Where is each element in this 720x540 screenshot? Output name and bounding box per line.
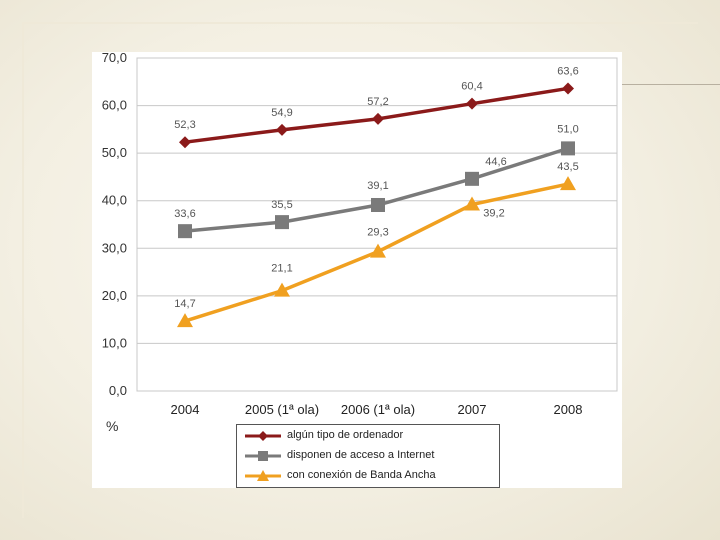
legend-label: algún tipo de ordenador: [287, 429, 404, 441]
y-tick-label: 0,0: [109, 383, 127, 398]
data-point: [370, 243, 386, 258]
legend-item-internet: disponen de acceso a Internet: [237, 446, 499, 466]
data-point: [179, 136, 191, 149]
data-label: 44,6: [485, 156, 506, 168]
data-point: [466, 97, 478, 110]
y-tick-label: 20,0: [102, 288, 127, 303]
data-point: [464, 196, 480, 211]
legend-label: con conexión de Banda Ancha: [287, 469, 436, 481]
data-label: 39,1: [367, 180, 388, 192]
y-tick-label: 50,0: [102, 145, 127, 160]
data-label: 39,2: [483, 208, 504, 220]
data-point: [371, 197, 385, 212]
x-tick-label: 2004: [171, 402, 200, 417]
data-label: 60,4: [461, 81, 482, 93]
x-tick-label: 2005 (1ª ola): [245, 402, 319, 417]
data-point: [372, 112, 384, 125]
data-point: [177, 313, 193, 328]
data-label: 54,9: [271, 107, 292, 119]
data-label: 21,1: [271, 263, 292, 275]
data-point: [562, 82, 574, 95]
decorative-line: [620, 84, 720, 85]
legend-item-ordenador: algún tipo de ordenador: [237, 426, 499, 446]
data-label: 29,3: [367, 227, 388, 239]
data-point: [561, 141, 575, 156]
data-point: [274, 282, 290, 297]
data-label: 57,2: [367, 96, 388, 108]
data-point: [560, 176, 576, 191]
x-tick-label: 2008: [554, 402, 583, 417]
chart-legend: algún tipo de ordenador disponen de acce…: [236, 424, 500, 488]
legend-swatch-diamond: [245, 431, 281, 441]
data-point: [275, 215, 289, 230]
legend-label: disponen de acceso a Internet: [287, 449, 435, 461]
plot-area: [136, 57, 618, 392]
legend-item-banda-ancha: con conexión de Banda Ancha: [237, 466, 499, 486]
data-point: [465, 171, 479, 186]
data-label: 51,0: [557, 123, 578, 135]
frame-line-top: [22, 22, 698, 24]
data-label: 63,6: [557, 65, 578, 77]
x-tick-label: 2007: [458, 402, 487, 417]
data-label: 14,7: [174, 298, 195, 310]
y-tick-label: 70,0: [102, 50, 127, 65]
legend-swatch-square: [245, 451, 281, 461]
data-point: [178, 224, 192, 239]
y-tick-label: 30,0: [102, 240, 127, 255]
percent-label: %: [106, 418, 119, 434]
data-label: 35,5: [271, 199, 292, 211]
legend-swatch-triangle: [245, 470, 281, 481]
data-label: 33,6: [174, 208, 195, 220]
data-label: 52,3: [174, 119, 195, 131]
data-point: [276, 123, 288, 136]
y-tick-label: 10,0: [102, 335, 127, 350]
y-tick-label: 60,0: [102, 98, 127, 113]
frame-line-left: [22, 22, 24, 518]
x-tick-label: 2006 (1ª ola): [341, 402, 415, 417]
chart-card: [92, 52, 622, 488]
data-label: 43,5: [557, 161, 578, 173]
y-tick-label: 40,0: [102, 193, 127, 208]
